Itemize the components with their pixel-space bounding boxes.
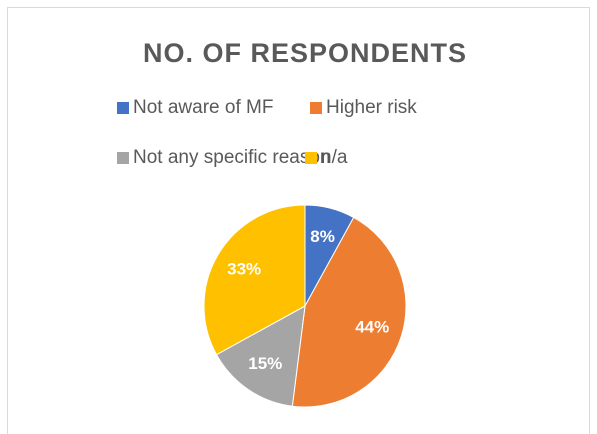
legend-swatch: [117, 102, 129, 114]
data-label: 15%: [248, 354, 282, 373]
pie-slice: [215, 305, 306, 407]
pie-slice: [291, 216, 407, 408]
pie-slice: [203, 204, 306, 356]
chart-title: NO. OF RESPONDENTS: [143, 38, 467, 68]
data-label: 33%: [227, 259, 261, 278]
legend-swatch: [117, 152, 129, 164]
data-label: 44%: [355, 317, 389, 336]
legend-label: Not aware of MF: [133, 97, 273, 118]
legend-label: Higher risk: [326, 97, 417, 118]
legend-label: n/a: [321, 147, 348, 168]
data-label: 8%: [310, 227, 335, 246]
legend-swatch: [310, 102, 322, 114]
legend-swatch: [305, 152, 317, 164]
legend-label: Not any specific reason: [133, 147, 331, 168]
